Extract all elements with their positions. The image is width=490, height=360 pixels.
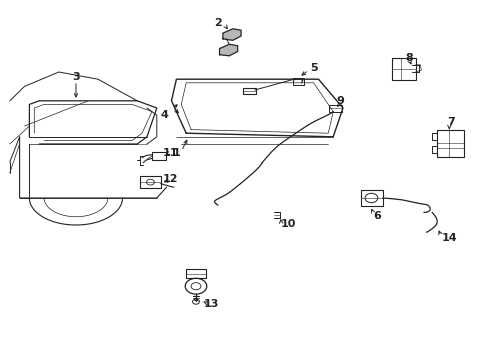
Bar: [293, 78, 304, 85]
Text: 7: 7: [447, 117, 455, 127]
Text: 13: 13: [204, 299, 220, 309]
Bar: [243, 88, 256, 94]
FancyBboxPatch shape: [140, 176, 161, 188]
Text: 14: 14: [442, 233, 458, 243]
Text: 4: 4: [160, 110, 168, 120]
FancyBboxPatch shape: [152, 152, 166, 160]
Polygon shape: [220, 44, 238, 56]
Text: 5: 5: [310, 63, 318, 73]
Text: 10: 10: [280, 219, 296, 229]
Text: 11: 11: [163, 148, 178, 158]
Bar: [329, 105, 342, 112]
Text: 8: 8: [405, 53, 413, 63]
Text: 12: 12: [163, 174, 178, 184]
Polygon shape: [223, 29, 241, 40]
FancyBboxPatch shape: [186, 269, 206, 278]
Text: 2: 2: [214, 18, 222, 28]
FancyBboxPatch shape: [361, 190, 383, 206]
Text: 3: 3: [72, 72, 80, 82]
FancyBboxPatch shape: [437, 130, 464, 157]
Text: 9: 9: [337, 96, 344, 106]
FancyBboxPatch shape: [392, 58, 416, 80]
Text: 1: 1: [172, 148, 180, 158]
Text: 6: 6: [373, 211, 381, 221]
